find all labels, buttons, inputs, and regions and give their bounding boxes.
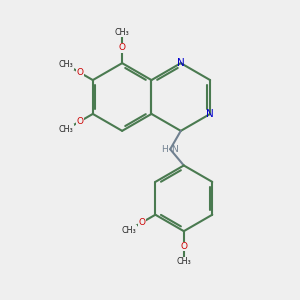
- Text: CH₃: CH₃: [59, 125, 74, 134]
- Text: CH₃: CH₃: [122, 226, 136, 235]
- Text: O: O: [139, 218, 145, 227]
- Text: N: N: [177, 58, 185, 68]
- Text: H: H: [161, 145, 168, 154]
- Text: O: O: [118, 43, 126, 52]
- Text: O: O: [76, 117, 83, 126]
- Text: O: O: [180, 242, 187, 251]
- Text: O: O: [76, 68, 83, 77]
- Text: N: N: [206, 109, 214, 119]
- Text: CH₃: CH₃: [59, 60, 74, 69]
- Text: CH₃: CH₃: [176, 257, 191, 266]
- Text: N: N: [171, 145, 178, 154]
- Text: CH₃: CH₃: [115, 28, 130, 37]
